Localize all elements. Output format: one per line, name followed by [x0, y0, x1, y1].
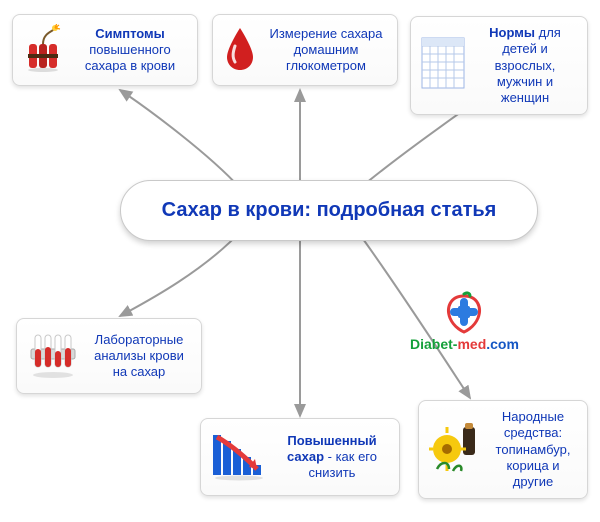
node-norms-label: Нормы для детей и взрослых, мужчин и жен…	[473, 25, 577, 106]
node-norms[interactable]: Нормы для детей и взрослых, мужчин и жен…	[410, 16, 588, 115]
node-lab-label: Лабораторные анализы крови на сахар	[87, 332, 191, 381]
node-measure[interactable]: Измерение сахара домашним глюкометром	[212, 14, 398, 86]
chart-down-icon	[211, 429, 267, 486]
blood-drop-icon	[223, 24, 257, 77]
node-measure-label: Измерение сахара домашним глюкометром	[265, 26, 387, 75]
logo-text-suf: .com	[486, 336, 519, 352]
node-symptoms-label: Симптомы повышенного сахара в крови	[73, 26, 187, 75]
logo-text-mid: med	[457, 336, 486, 352]
node-high[interactable]: Повышенный сахар - как его снизить	[200, 418, 400, 496]
herbs-icon	[429, 419, 481, 480]
node-folk[interactable]: Народные средства: топинамбур, корица и …	[418, 400, 588, 499]
node-folk-label: Народные средства: топинамбур, корица и …	[489, 409, 577, 490]
center-topic-label: Сахар в крови: подробная статья	[162, 199, 497, 221]
dynamite-icon	[23, 24, 65, 77]
tubes-icon	[27, 329, 79, 384]
center-topic[interactable]: Сахар в крови: подробная статья	[120, 180, 538, 241]
node-symptoms[interactable]: Симптомы повышенного сахара в крови	[12, 14, 198, 86]
node-high-label: Повышенный сахар - как его снизить	[275, 433, 389, 482]
site-logo: Diabet-med.com	[410, 290, 519, 352]
node-lab[interactable]: Лабораторные анализы крови на сахар	[16, 318, 202, 394]
logo-text-pre: Diabet-	[410, 336, 457, 352]
grid-sheet-icon	[421, 37, 465, 94]
